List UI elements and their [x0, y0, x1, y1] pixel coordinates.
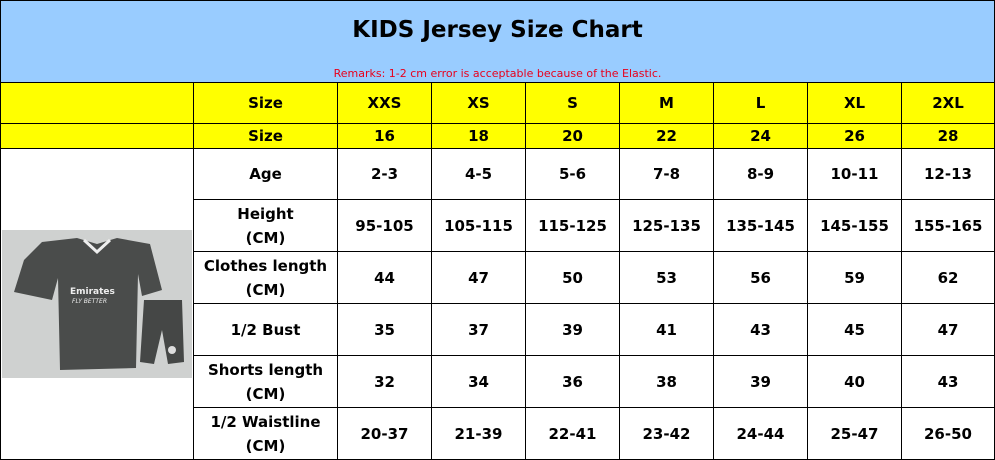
title: KIDS Jersey Size Chart — [352, 17, 643, 43]
row-header: Size — [193, 82, 338, 124]
table-cell: 155-165 — [901, 199, 995, 252]
table-cell: 59 — [807, 251, 902, 304]
table-cell: M — [619, 82, 714, 124]
row-header: Age — [193, 148, 338, 200]
table-cell: 62 — [901, 251, 995, 304]
table-cell: 24 — [713, 123, 808, 149]
table-cell: 21-39 — [431, 407, 526, 460]
table-cell: 32 — [337, 355, 432, 408]
table-cell: 39 — [525, 303, 620, 356]
table-cell: 39 — [713, 355, 808, 408]
table-cell: 44 — [337, 251, 432, 304]
table-cell: 45 — [807, 303, 902, 356]
table-cell: 47 — [431, 251, 526, 304]
table-cell: 2XL — [901, 82, 995, 124]
table-cell: 135-145 — [713, 199, 808, 252]
table-cell: 7-8 — [619, 148, 714, 200]
table-cell: S — [525, 82, 620, 124]
table-cell: 23-42 — [619, 407, 714, 460]
table-cell: 56 — [713, 251, 808, 304]
table-cell: 10-11 — [807, 148, 902, 200]
table-cell: 8-9 — [713, 148, 808, 200]
table-cell: 26 — [807, 123, 902, 149]
table-cell: 28 — [901, 123, 995, 149]
table-cell: 22-41 — [525, 407, 620, 460]
table-cell: XXS — [337, 82, 432, 124]
blank-cell — [0, 123, 194, 149]
blank-cell — [0, 82, 194, 124]
table-cell: 35 — [337, 303, 432, 356]
table-cell: 40 — [807, 355, 902, 408]
table-cell: 43 — [713, 303, 808, 356]
table-cell: 20 — [525, 123, 620, 149]
table-cell: 145-155 — [807, 199, 902, 252]
row-header: 1/2 Waistline (CM) — [193, 407, 338, 460]
table-cell: 38 — [619, 355, 714, 408]
table-cell: XS — [431, 82, 526, 124]
table-cell: XL — [807, 82, 902, 124]
row-header: 1/2 Bust — [193, 303, 338, 356]
table-cell: 115-125 — [525, 199, 620, 252]
table-cell: 12-13 — [901, 148, 995, 200]
table-cell: 24-44 — [713, 407, 808, 460]
table-cell: 105-115 — [431, 199, 526, 252]
row-header: Clothes length (CM) — [193, 251, 338, 304]
svg-text:FLY BETTER: FLY BETTER — [72, 298, 107, 305]
table-cell: 34 — [431, 355, 526, 408]
table-cell: 5-6 — [525, 148, 620, 200]
table-cell: 25-47 — [807, 407, 902, 460]
table-cell: 37 — [431, 303, 526, 356]
table-cell: 26-50 — [901, 407, 995, 460]
table-cell: 4-5 — [431, 148, 526, 200]
product-photo: Emirates FLY BETTER — [2, 230, 192, 378]
table-cell: 125-135 — [619, 199, 714, 252]
table-cell: 20-37 — [337, 407, 432, 460]
table-cell: 22 — [619, 123, 714, 149]
table-cell: 43 — [901, 355, 995, 408]
table-cell: 53 — [619, 251, 714, 304]
table-cell: 47 — [901, 303, 995, 356]
table-cell: 18 — [431, 123, 526, 149]
table-cell: 36 — [525, 355, 620, 408]
row-header: Height (CM) — [193, 199, 338, 252]
svg-text:Emirates: Emirates — [70, 287, 115, 297]
table-cell: 41 — [619, 303, 714, 356]
table-cell: 50 — [525, 251, 620, 304]
table-cell: 95-105 — [337, 199, 432, 252]
remarks: Remarks: 1-2 cm error is acceptable beca… — [333, 67, 662, 80]
table-cell: 16 — [337, 123, 432, 149]
table-cell: L — [713, 82, 808, 124]
header: KIDS Jersey Size Chart Remarks: 1-2 cm e… — [0, 0, 995, 84]
row-header: Shorts length (CM) — [193, 355, 338, 408]
row-header: Size — [193, 123, 338, 149]
table-cell: 2-3 — [337, 148, 432, 200]
